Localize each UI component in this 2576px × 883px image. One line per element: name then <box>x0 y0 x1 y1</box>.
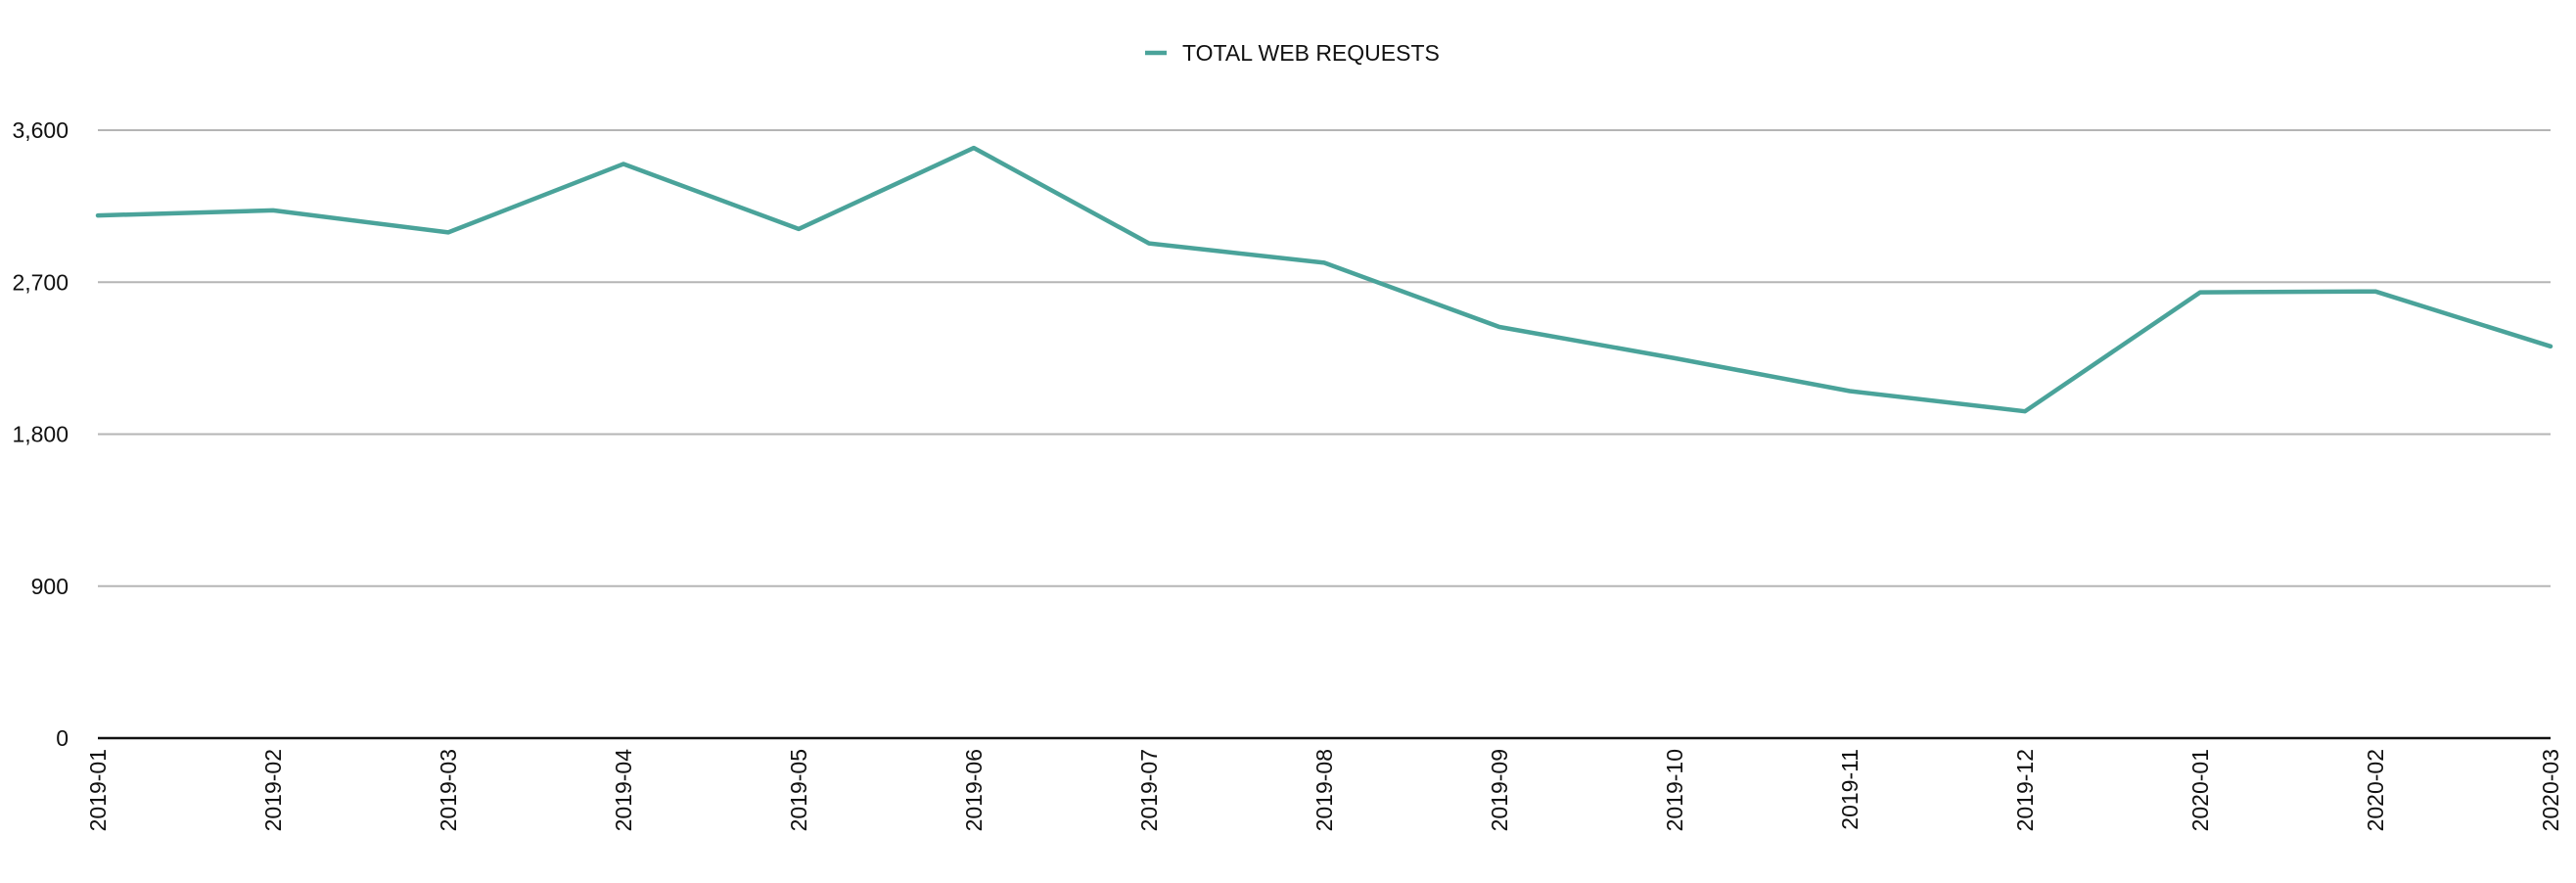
x-tick-label: 2019-02 <box>260 749 286 831</box>
x-tick-label: 2020-02 <box>2363 749 2388 831</box>
y-axis-labels: 0 900 1,800 2,700 3,600 <box>12 117 69 751</box>
series-layer <box>95 145 2553 414</box>
x-tick-label: 2019-06 <box>961 749 987 831</box>
x-tick-label: 2019-04 <box>611 749 636 832</box>
x-tick-label: 2019-01 <box>85 749 111 831</box>
series-line-total-web-requests <box>95 145 2553 414</box>
x-tick-label: 2020-03 <box>2538 749 2563 831</box>
x-tick-label: 2019-05 <box>786 749 811 831</box>
x-tick-label: 2019-10 <box>1662 749 1687 831</box>
y-tick-label: 2,700 <box>12 269 69 295</box>
y-tick-label: 900 <box>31 574 69 599</box>
x-tick-label: 2019-08 <box>1311 749 1337 831</box>
x-tick-label: 2019-11 <box>1837 749 1863 830</box>
x-tick-label: 2019-03 <box>436 749 461 831</box>
x-tick-label: 2019-09 <box>1487 749 1512 831</box>
x-axis-labels: 2019-01 2019-02 2019-03 2019-04 2019-05 2019-… <box>85 749 2563 832</box>
legend: TOTAL WEB REQUESTS <box>1145 40 1440 66</box>
y-tick-label: 1,800 <box>12 422 69 447</box>
y-tick-label: 3,600 <box>12 117 69 143</box>
gridlines <box>98 129 2551 587</box>
x-tick-label: 2019-07 <box>1136 749 1162 831</box>
y-tick-label: 0 <box>56 725 69 751</box>
x-tick-label: 2019-12 <box>2012 749 2038 831</box>
legend-label-total-web-requests: TOTAL WEB REQUESTS <box>1182 40 1440 66</box>
x-tick-label: 2020-01 <box>2187 749 2213 831</box>
